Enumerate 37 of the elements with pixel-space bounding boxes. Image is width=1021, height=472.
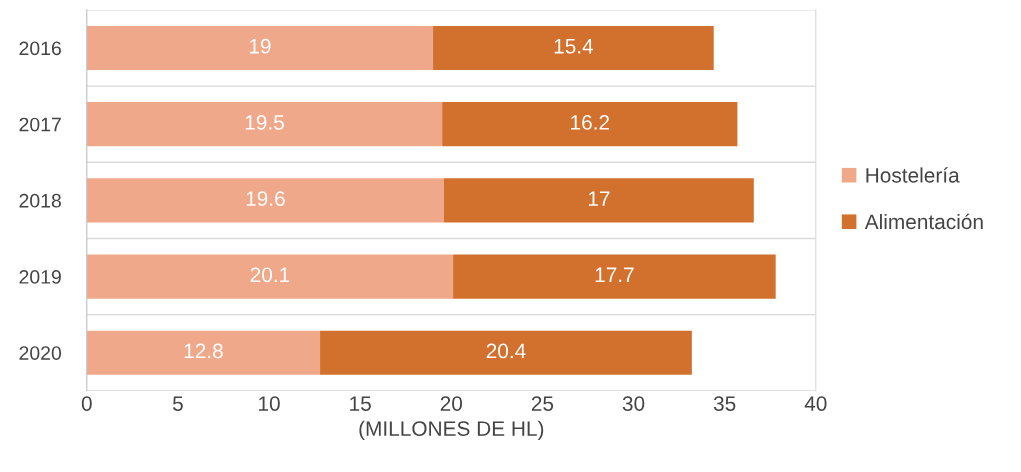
x-tick-label: 35 — [713, 396, 736, 411]
x-tick-label: 5 — [172, 396, 183, 411]
y-tick-label: 2020 — [19, 346, 62, 360]
data-label: 15.4 — [554, 39, 594, 54]
x-axis-title: (MILLONES DE HL) — [359, 420, 544, 441]
data-label: 17 — [588, 191, 610, 206]
x-tick-label: 30 — [622, 396, 645, 411]
legend-label: Hostelería — [866, 167, 960, 183]
data-label: 20.4 — [486, 343, 526, 359]
data-label: 19.6 — [246, 191, 285, 206]
x-tick-label: 0 — [81, 396, 92, 411]
bar — [443, 178, 754, 223]
data-label: 20.1 — [250, 267, 290, 283]
data-label: 17.7 — [595, 267, 634, 282]
bar — [453, 254, 776, 299]
bar — [433, 25, 714, 71]
bar — [86, 254, 454, 299]
x-tick-label: 40 — [804, 396, 827, 411]
legend-label: Alimentación — [864, 213, 983, 230]
y-tick-label: 2018 — [19, 193, 61, 208]
data-label: 19.5 — [245, 115, 284, 130]
x-tick-label: 20 — [440, 396, 463, 411]
bar — [86, 178, 444, 223]
bar — [442, 102, 738, 147]
x-tick-label: 25 — [531, 396, 554, 411]
x-tick-label: 10 — [259, 396, 280, 411]
bar — [320, 330, 692, 375]
y-tick-label: 2017 — [19, 117, 61, 132]
bar — [86, 330, 321, 375]
bar — [86, 102, 443, 147]
data-label: 16.2 — [571, 115, 610, 130]
x-tick-label: 15 — [350, 396, 371, 411]
data-label: 19 — [249, 38, 271, 54]
data-label: 12.8 — [184, 343, 223, 359]
y-tick-label: 2016 — [19, 41, 61, 56]
bar — [86, 25, 434, 71]
y-tick-label: 2019 — [19, 270, 61, 284]
